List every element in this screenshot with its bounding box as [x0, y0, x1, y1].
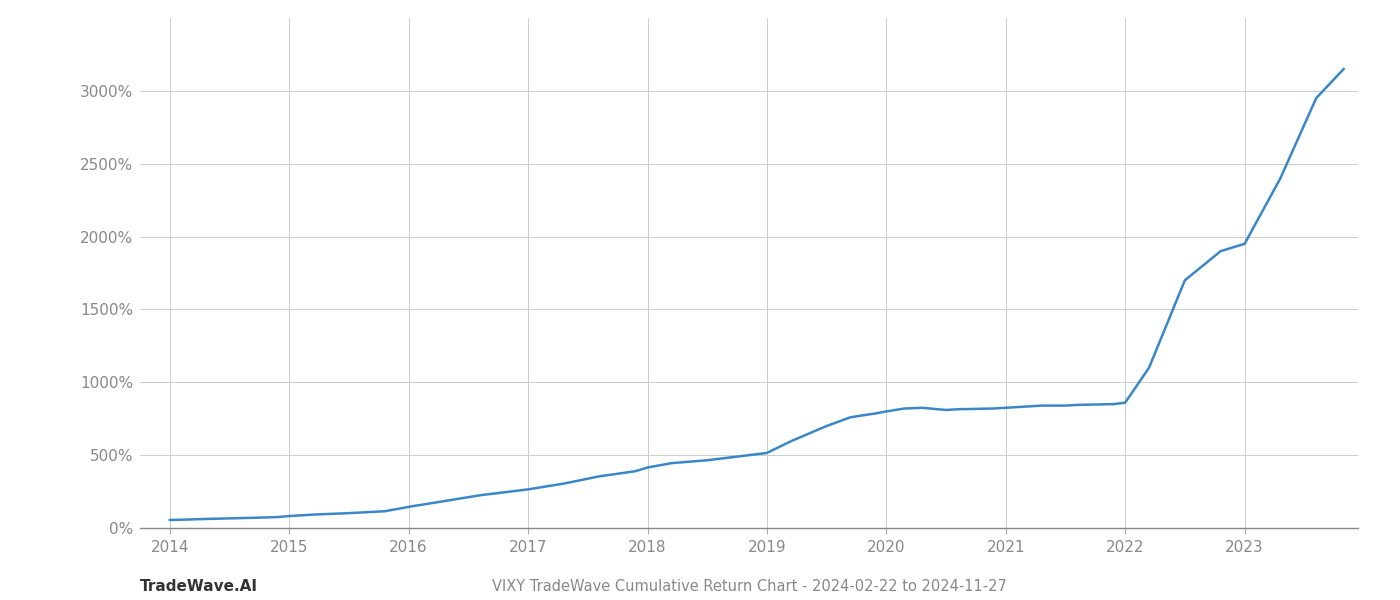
Text: VIXY TradeWave Cumulative Return Chart - 2024-02-22 to 2024-11-27: VIXY TradeWave Cumulative Return Chart -…: [491, 579, 1007, 594]
Text: TradeWave.AI: TradeWave.AI: [140, 579, 258, 594]
